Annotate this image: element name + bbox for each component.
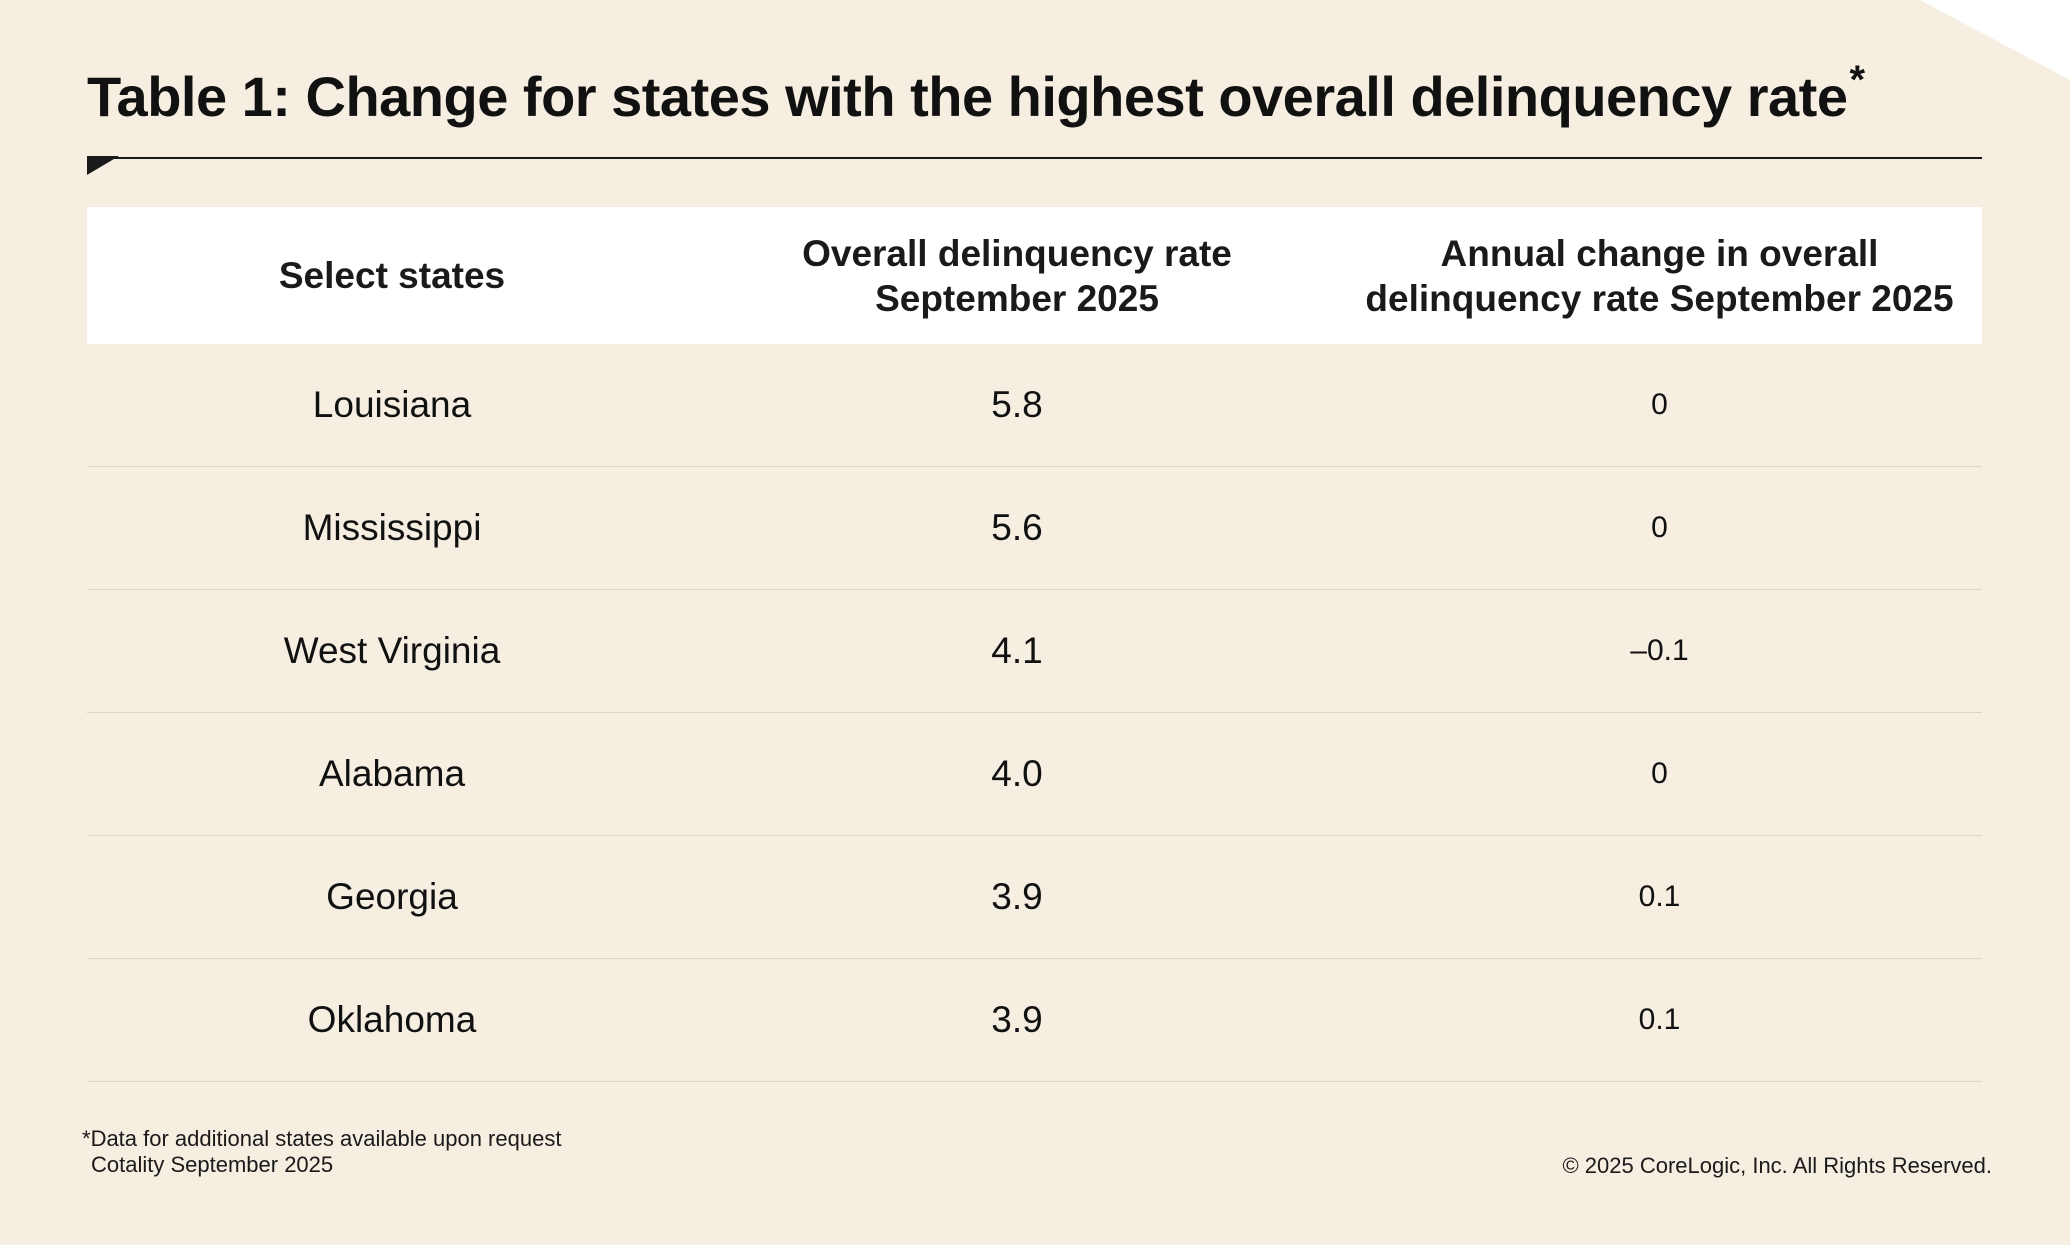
table-row: Louisiana 5.8 0 (87, 344, 1982, 467)
footnote-note: Data for additional states available upo… (90, 1126, 562, 1151)
column-header-change: Annual change in overall delinquency rat… (1337, 207, 1982, 344)
rate-cell: 4.1 (697, 589, 1337, 713)
change-cell: 0 (1337, 344, 1982, 467)
column-header-rate: Overall delinquency rate September 2025 (697, 207, 1337, 344)
table-row: Mississippi 5.6 0 (87, 466, 1982, 590)
title-footnote-marker: * (1849, 58, 1865, 102)
state-cell: West Virginia (87, 589, 697, 713)
change-cell: 0 (1337, 712, 1982, 836)
column-header-change-line-2: delinquency rate September 2025 (1365, 277, 1954, 319)
change-cell: 0 (1337, 466, 1982, 590)
state-cell: Louisiana (87, 344, 697, 467)
column-header-change-line-1: Annual change in overall (1440, 232, 1879, 274)
state-cell: Oklahoma (87, 958, 697, 1082)
change-cell: 0.1 (1337, 958, 1982, 1082)
footnote-source: Cotality September 2025 (91, 1152, 334, 1177)
footnote-note-line: *Data for additional states available up… (82, 1126, 561, 1152)
column-header-rate-line-1: Overall delinquency rate (802, 232, 1232, 274)
column-header-state-line: Select states (278, 255, 506, 296)
table-row: Georgia 3.9 0.1 (87, 835, 1982, 959)
title-divider (87, 156, 1982, 175)
state-cell: Alabama (87, 712, 697, 836)
rate-cell: 3.9 (697, 958, 1337, 1082)
table-header-row: Select states Overall delinquency rate S… (87, 207, 1982, 344)
rate-cell: 3.9 (697, 835, 1337, 959)
state-cell: Mississippi (87, 466, 697, 590)
change-cell: 0.1 (1337, 835, 1982, 959)
rate-cell: 5.6 (697, 466, 1337, 590)
state-cell: Georgia (87, 835, 697, 959)
change-cell: –0.1 (1337, 589, 1982, 713)
footnote-marker: * (82, 1126, 91, 1151)
table-row: Oklahoma 3.9 0.1 (87, 958, 1982, 1082)
footnote: *Data for additional states available up… (82, 1126, 561, 1178)
rate-cell: 4.0 (697, 712, 1337, 836)
rate-cell: 5.8 (697, 344, 1337, 467)
table-title: Table 1: Change for states with the high… (87, 58, 1865, 129)
corner-fold-decoration (1920, 0, 2070, 80)
column-header-state: Select states (87, 207, 697, 344)
column-header-rate-line-2: September 2025 (875, 277, 1159, 319)
table-row: Alabama 4.0 0 (87, 712, 1982, 836)
table-row: West Virginia 4.1 –0.1 (87, 589, 1982, 713)
delinquency-table: Select states Overall delinquency rate S… (87, 207, 1982, 1082)
copyright-notice: © 2025 CoreLogic, Inc. All Rights Reserv… (1562, 1153, 1992, 1178)
table-title-text: Table 1: Change for states with the high… (87, 65, 1848, 128)
